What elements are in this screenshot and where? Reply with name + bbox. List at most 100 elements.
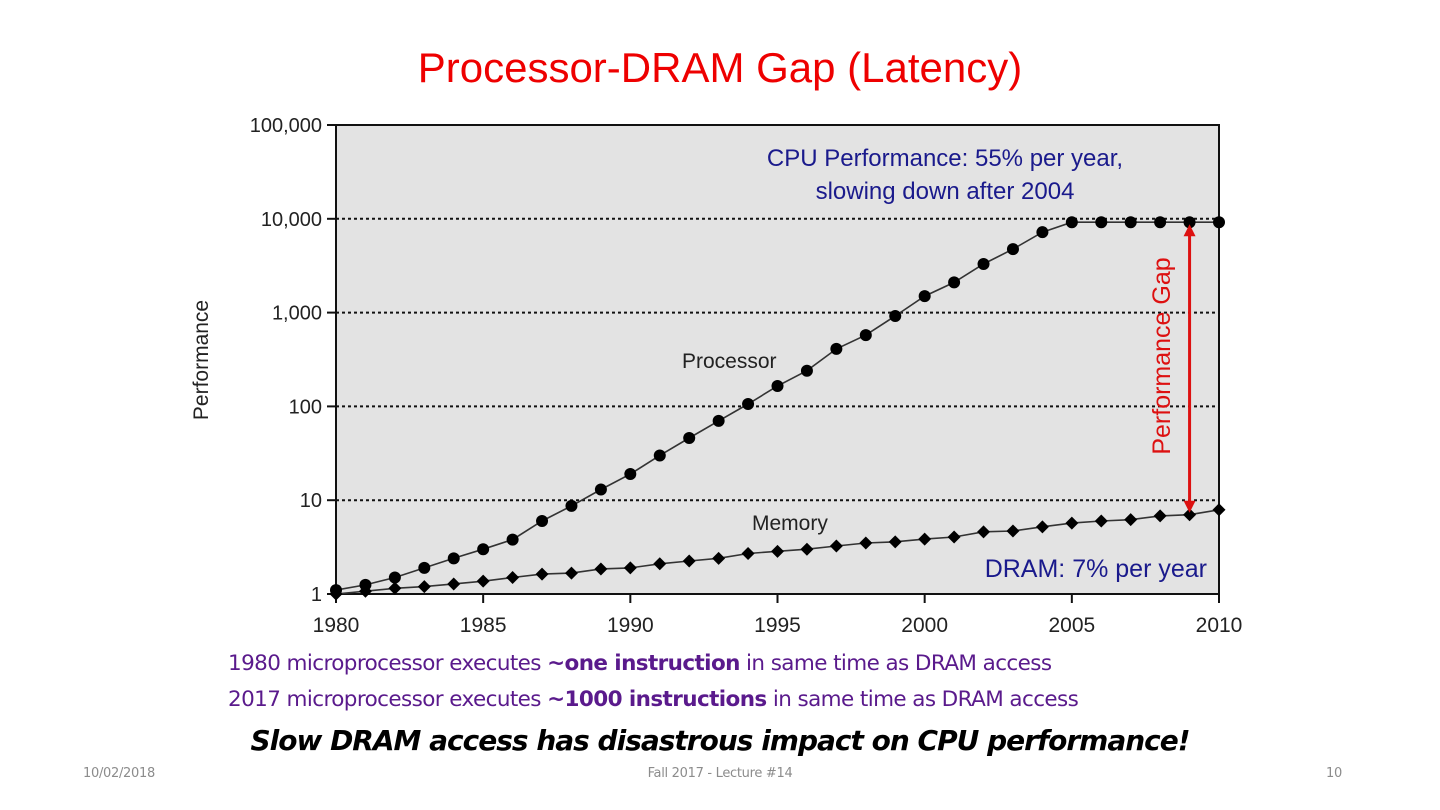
gap-arrow-head-up bbox=[1183, 224, 1196, 237]
dram-note: DRAM: 7% per year bbox=[985, 555, 1207, 583]
processor-point bbox=[594, 483, 607, 496]
memory-point bbox=[447, 577, 461, 591]
processor-point bbox=[388, 571, 401, 584]
x-tick-label: 2005 bbox=[1048, 614, 1095, 637]
y-tick-label: 10 bbox=[300, 490, 322, 512]
processor-point bbox=[565, 499, 578, 512]
processor-point bbox=[859, 329, 872, 342]
memory-point bbox=[476, 574, 490, 588]
y-tick-label: 10,000 bbox=[261, 209, 322, 231]
bullet-1980-post: in same time as DRAM access bbox=[739, 651, 1052, 676]
memory-point bbox=[829, 539, 843, 553]
x-tick-label: 1995 bbox=[754, 614, 801, 637]
processor-point bbox=[771, 380, 784, 392]
x-axis: 1980 1985 1990 1995 2000 2005 2010 bbox=[313, 594, 1243, 637]
y-axis: 1 10 100 1,000 10,000 100,000 bbox=[250, 115, 336, 606]
processor-point bbox=[418, 561, 431, 574]
memory-point bbox=[741, 547, 755, 561]
memory-point bbox=[1183, 508, 1197, 522]
memory-point bbox=[329, 587, 343, 601]
memory-point bbox=[888, 535, 902, 549]
memory-point bbox=[712, 551, 726, 565]
y-tick-label: 1,000 bbox=[272, 303, 322, 325]
processor-point bbox=[447, 552, 460, 565]
memory-point bbox=[1065, 516, 1079, 530]
processor-point bbox=[1036, 226, 1049, 239]
x-tick-label: 2000 bbox=[901, 614, 948, 637]
bullet-2017-post: in same time as DRAM access bbox=[766, 687, 1079, 712]
punchline: Slow DRAM access has disastrous impact o… bbox=[250, 724, 1190, 757]
processor-point bbox=[830, 342, 843, 355]
memory-point bbox=[623, 561, 637, 575]
annotations: CPU Performance: 55% per year, slowing d… bbox=[682, 145, 1207, 583]
processor-point bbox=[536, 515, 549, 528]
cpu-note-line1: CPU Performance: 55% per year, bbox=[767, 145, 1123, 172]
memory-point bbox=[535, 567, 549, 581]
y-tick-label: 100,000 bbox=[250, 115, 322, 137]
memory-point bbox=[1124, 513, 1138, 527]
bullet-1980-bold: ~one instruction bbox=[547, 651, 740, 676]
y-tick-label: 1 bbox=[311, 584, 322, 606]
processor-point bbox=[1213, 216, 1225, 229]
processor-point bbox=[918, 290, 931, 303]
processor-point bbox=[477, 543, 490, 556]
processor-point bbox=[712, 414, 725, 427]
performance-gap-arrow bbox=[1183, 224, 1196, 513]
memory-point bbox=[388, 581, 402, 595]
memory-point bbox=[1212, 503, 1226, 517]
memory-point bbox=[918, 532, 932, 546]
processor-point bbox=[977, 257, 990, 270]
processor-point bbox=[1124, 216, 1137, 229]
bullet-1980-pre: 1980 microprocessor executes bbox=[228, 651, 548, 676]
memory-point bbox=[1153, 509, 1167, 523]
processor-point bbox=[742, 398, 755, 411]
cpu-note-line2: slowing down after 2004 bbox=[816, 178, 1075, 205]
memory-point bbox=[682, 554, 696, 568]
processor-point bbox=[1065, 216, 1078, 229]
memory-point bbox=[1035, 520, 1049, 534]
footer-lecture: Fall 2017 - Lecture #14 bbox=[647, 766, 793, 781]
processor-point bbox=[624, 468, 637, 481]
processor-point bbox=[683, 432, 696, 445]
memory-point bbox=[594, 562, 608, 576]
bullet-2017: 2017 microprocessor executes ~1000 instr… bbox=[228, 687, 1079, 712]
memory-point bbox=[1006, 524, 1020, 538]
processor-point bbox=[800, 364, 813, 377]
memory-point bbox=[800, 542, 814, 556]
bullet-1980: 1980 microprocessor executes ~one instru… bbox=[228, 651, 1052, 676]
x-tick-label: 1990 bbox=[607, 614, 654, 637]
plot-background bbox=[335, 124, 1220, 595]
series-group bbox=[329, 216, 1226, 601]
y-axis-label: Performance bbox=[190, 300, 213, 420]
bullet-2017-bold: ~1000 instructions bbox=[547, 687, 767, 712]
memory-point bbox=[771, 544, 784, 558]
memory-point bbox=[506, 570, 520, 584]
processor-series-label: Processor bbox=[682, 350, 777, 373]
processor-point bbox=[889, 309, 902, 322]
memory-point bbox=[947, 530, 961, 544]
x-tick-label: 1980 bbox=[313, 614, 360, 637]
memory-point bbox=[564, 566, 578, 580]
y-tick-label: 100 bbox=[289, 396, 322, 418]
performance-gap-label: Performance Gap bbox=[1148, 257, 1176, 454]
memory-point bbox=[358, 584, 372, 598]
processor-point bbox=[1154, 216, 1167, 229]
memory-point bbox=[1094, 514, 1108, 528]
x-tick-label: 2010 bbox=[1196, 614, 1243, 637]
memory-point bbox=[653, 557, 667, 571]
gap-arrow-head-down bbox=[1183, 500, 1196, 513]
footer-date: 10/02/2018 bbox=[83, 766, 155, 781]
processor-point bbox=[1006, 243, 1019, 256]
footer-page-number: 10 bbox=[1326, 766, 1342, 781]
processor-point bbox=[653, 449, 666, 462]
slide-title: Processor-DRAM Gap (Latency) bbox=[417, 44, 1023, 91]
plot-area bbox=[335, 124, 1220, 595]
processor-point bbox=[506, 533, 519, 546]
memory-series-label: Memory bbox=[752, 512, 828, 535]
performance-chart: 1 10 100 1,000 10,000 100,000 1980 1985 1990 199… bbox=[190, 115, 1243, 637]
memory-point bbox=[977, 525, 991, 539]
x-tick-label: 1985 bbox=[460, 614, 507, 637]
processor-point bbox=[948, 276, 961, 289]
processor-point bbox=[1183, 216, 1196, 229]
processor-point bbox=[1095, 216, 1108, 229]
